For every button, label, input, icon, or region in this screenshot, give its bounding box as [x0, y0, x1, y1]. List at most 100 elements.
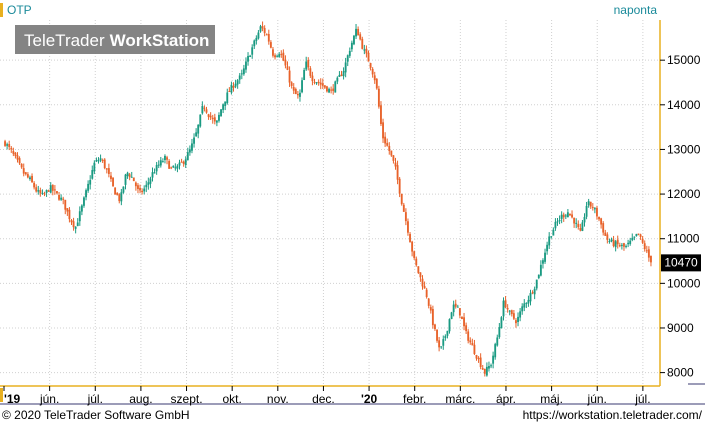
candle-body: [20, 163, 23, 168]
last-price-label: 10470: [664, 255, 698, 269]
x-tick-label: '19: [4, 392, 21, 406]
candle-body: [45, 190, 48, 193]
candle-body: [172, 166, 175, 168]
candle-body: [485, 366, 488, 376]
candle-body: [537, 274, 540, 279]
symbol-marker: [0, 3, 3, 17]
x-tick-label: máj.: [540, 392, 563, 406]
candle-body: [427, 298, 430, 306]
candle-body: [180, 161, 183, 163]
candle-body: [492, 355, 495, 364]
candle-body: [188, 149, 191, 153]
candle-body: [539, 264, 542, 276]
candle-body: [471, 342, 474, 346]
candle-body: [186, 152, 189, 161]
candle-body: [589, 201, 592, 207]
candle-body: [253, 40, 256, 47]
candle-body: [220, 109, 222, 117]
candle-body: [515, 320, 517, 324]
candle-body: [635, 233, 638, 237]
candle-body: [400, 193, 403, 205]
candle-body: [134, 182, 137, 187]
candle-body: [334, 81, 337, 93]
candle-body: [170, 167, 173, 169]
candle-body: [41, 192, 44, 194]
candle-body: [110, 175, 112, 179]
candle-body: [307, 59, 310, 68]
candle-body: [85, 190, 87, 198]
candle-body: [245, 61, 247, 70]
candle-body: [583, 216, 586, 223]
candle-body: [450, 312, 453, 320]
candle-body: [240, 73, 243, 75]
candle-body: [78, 211, 81, 222]
candle-body: [483, 368, 486, 374]
candle-body: [448, 319, 451, 332]
candle-body: [292, 87, 295, 91]
candle-body: [639, 234, 642, 237]
candle-body: [265, 34, 268, 36]
candle-body: [544, 252, 546, 262]
candle-body: [396, 165, 399, 180]
candle-body: [560, 214, 563, 219]
candle-body: [440, 346, 443, 348]
candle-body: [139, 187, 141, 191]
candle-body: [618, 245, 621, 247]
candle-body: [494, 344, 497, 358]
candle-body: [14, 152, 17, 156]
candle-body: [93, 162, 96, 172]
candle-body: [49, 185, 52, 193]
candle-body: [83, 197, 85, 206]
candle-body: [458, 308, 461, 316]
candle-body: [415, 258, 418, 266]
candle-body: [627, 242, 630, 245]
candle-body: [230, 84, 233, 93]
candle-body: [126, 172, 129, 176]
candle-body: [4, 141, 6, 146]
candle-body: [550, 236, 553, 238]
candle-body: [488, 366, 490, 369]
candle-body: [548, 236, 551, 246]
candle-body: [363, 49, 366, 51]
candle-body: [616, 239, 619, 245]
candle-body: [74, 226, 77, 229]
candle-body: [398, 178, 401, 194]
candle-body: [475, 355, 478, 359]
candle-body: [60, 197, 63, 200]
candle-body: [510, 310, 513, 315]
candle-body: [504, 300, 507, 308]
candle-body: [517, 316, 519, 323]
y-tick-label: 12000: [667, 187, 701, 201]
candle-body: [224, 101, 227, 106]
candle-body: [394, 162, 397, 167]
candle-body: [429, 307, 432, 311]
y-tick-label: 13000: [667, 142, 701, 156]
candle-body: [263, 28, 266, 34]
candle-body: [149, 178, 152, 184]
candle-body: [103, 159, 106, 169]
candle-body: [141, 190, 144, 193]
candle-body: [355, 28, 357, 37]
candle-body: [132, 177, 135, 182]
candle-body: [199, 114, 202, 127]
candle-body: [145, 184, 148, 188]
candle-body: [191, 143, 193, 151]
y-axis-ticks: 8000 9000 10000 11000 12000 13000 14000 15000: [660, 53, 701, 380]
source-url[interactable]: https://workstation.teletrader.com/: [523, 408, 703, 422]
candle-body: [161, 161, 164, 163]
candle-body: [257, 32, 260, 39]
candle-body: [602, 223, 605, 233]
candle-body: [585, 205, 588, 217]
candle-body: [535, 279, 538, 289]
candle-body: [326, 86, 328, 92]
candle-body: [461, 316, 463, 319]
candle-body: [496, 337, 499, 346]
candle-body: [305, 61, 308, 70]
candle-body: [116, 193, 119, 195]
candle-body: [205, 109, 208, 113]
candle-body: [313, 81, 316, 83]
candle-body: [386, 142, 389, 146]
candle-body: [332, 88, 335, 91]
candle-body: [290, 82, 293, 86]
y-tick-label: 8000: [667, 366, 694, 380]
